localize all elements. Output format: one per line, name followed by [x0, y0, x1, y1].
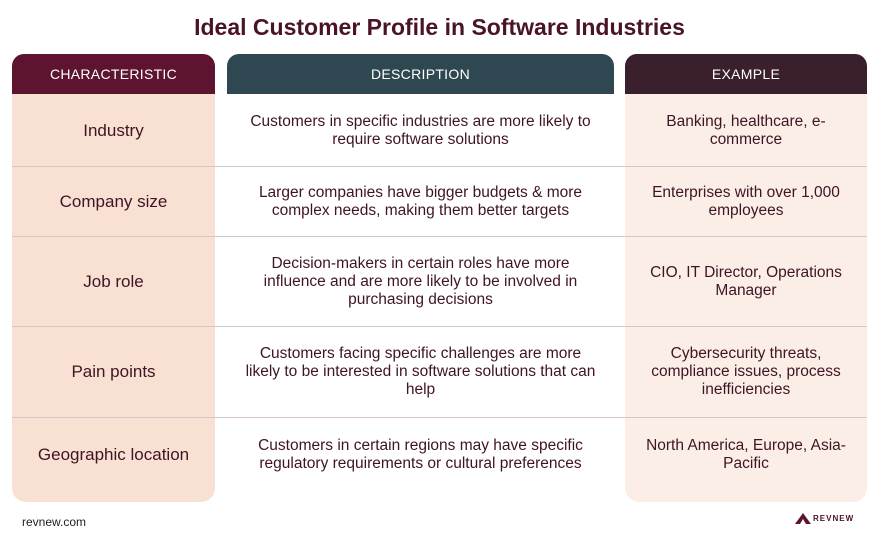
row-example: North America, Europe, Asia-Pacific — [646, 437, 846, 472]
row-description: Larger companies have bigger budgets & m… — [258, 183, 583, 219]
characteristic-column-bg — [12, 54, 215, 502]
row-characteristic: Company size — [59, 191, 168, 211]
row-characteristic: Industry — [83, 121, 144, 140]
row-divider — [12, 326, 867, 327]
logo-text: REVNEW — [813, 513, 855, 523]
row-example: Cybersecurity threats, compliance issues… — [651, 345, 841, 398]
row-example: Banking, healthcare, e-commerce — [666, 113, 826, 148]
row-divider — [12, 166, 867, 167]
header-description: DESCRIPTION — [227, 54, 614, 94]
site-url: revnew.com — [22, 515, 87, 529]
example-column-bg — [625, 54, 867, 502]
header-example: EXAMPLE — [625, 54, 867, 94]
header-characteristic: CHARACTERISTIC — [12, 54, 215, 94]
page-title: Ideal Customer Profile in Software Indus… — [194, 14, 685, 40]
row-characteristic: Geographic location — [37, 445, 190, 464]
row-example: CIO, IT Director, Operations Manager — [650, 263, 842, 299]
row-divider — [12, 236, 867, 237]
revnew-logo: REVNEW — [795, 512, 854, 524]
row-characteristic: Job role — [83, 271, 144, 291]
row-divider — [12, 417, 867, 418]
row-description: Customers in certain regions may have sp… — [258, 437, 583, 472]
row-description: Customers facing specific challenges are… — [245, 345, 596, 398]
row-characteristic: Pain points — [71, 362, 156, 381]
row-example: Enterprises with over 1,000 employees — [652, 183, 840, 219]
logo-mountain-icon — [795, 513, 811, 524]
row-description: Decision-makers in certain roles have mo… — [263, 254, 578, 308]
row-description: Customers in specific industries are mor… — [250, 113, 591, 148]
